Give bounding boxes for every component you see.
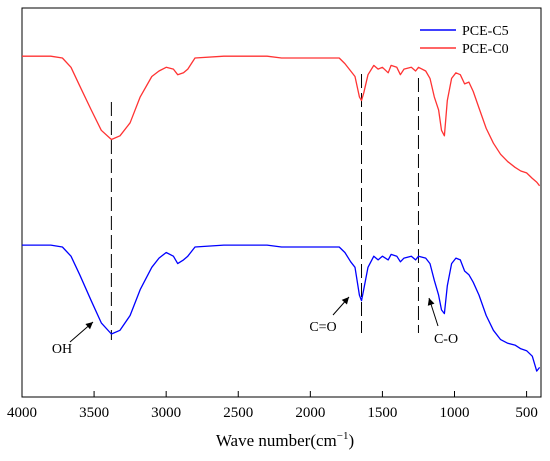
- x-axis-title-tail: ): [348, 431, 354, 450]
- annotation-label: OH: [52, 342, 72, 357]
- annotation-arrowhead: [427, 298, 435, 306]
- x-tick-label: 4000: [7, 405, 37, 421]
- annotations: OH C=O C-O: [52, 296, 458, 357]
- legend-label: PCE-C5: [462, 24, 509, 39]
- x-tick-label: 3500: [79, 405, 109, 421]
- x-axis-title-sup: −1: [337, 430, 349, 442]
- annotation-label: C=O: [309, 320, 336, 335]
- x-axis-ticks: 4000 3500 3000 2500 2000 1500 1000 500: [7, 391, 538, 421]
- legend: PCE-C5 PCE-C0: [420, 24, 509, 57]
- series-line-pce-c5: [22, 244, 541, 372]
- x-tick-label: 3000: [151, 405, 181, 421]
- x-axis-title-main: Wave number(cm: [216, 431, 337, 450]
- series-line-pce-c0: [22, 55, 541, 187]
- annotation-arrowhead: [341, 297, 349, 305]
- plot-frame: [21, 7, 542, 398]
- x-axis-title: Wave number(cm−1): [216, 430, 354, 450]
- reference-lines: [110, 74, 419, 340]
- x-tick-label: 1000: [440, 405, 470, 421]
- annotation-arrowhead: [85, 322, 93, 330]
- x-tick-label: 2000: [295, 405, 325, 421]
- legend-label: PCE-C0: [462, 42, 509, 57]
- x-tick-label: 2500: [223, 405, 253, 421]
- x-tick-label: 1500: [367, 405, 397, 421]
- series-lines: [22, 55, 541, 372]
- annotation-label: C-O: [434, 332, 458, 347]
- x-tick-label: 500: [515, 405, 538, 421]
